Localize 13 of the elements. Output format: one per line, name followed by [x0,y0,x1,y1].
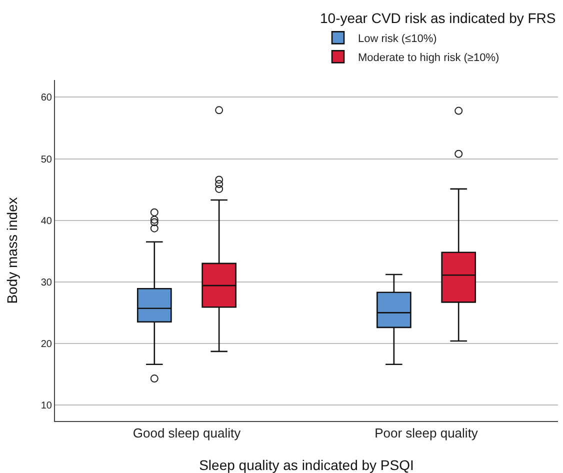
y-tick-label: 60 [40,92,52,104]
legend-label: Moderate to high risk (≥10%) [358,52,500,64]
x-tick-label: Good sleep quality [132,426,242,441]
legend-title: 10-year CVD risk as indicated by FRS [320,10,556,26]
y-tick-label: 50 [40,154,52,166]
y-axis-title: Body mass index [4,197,20,304]
y-tick-label: 40 [40,216,52,227]
y-tick-label: 20 [40,338,52,350]
legend-label: Low risk (≤10%) [358,32,437,45]
y-tick-label: 30 [40,277,52,288]
x-axis-title: Sleep quality as indicated by PSQI [199,457,414,473]
x-tick-label: Poor sleep quality [374,426,478,441]
y-tick-label: 10 [40,400,52,412]
